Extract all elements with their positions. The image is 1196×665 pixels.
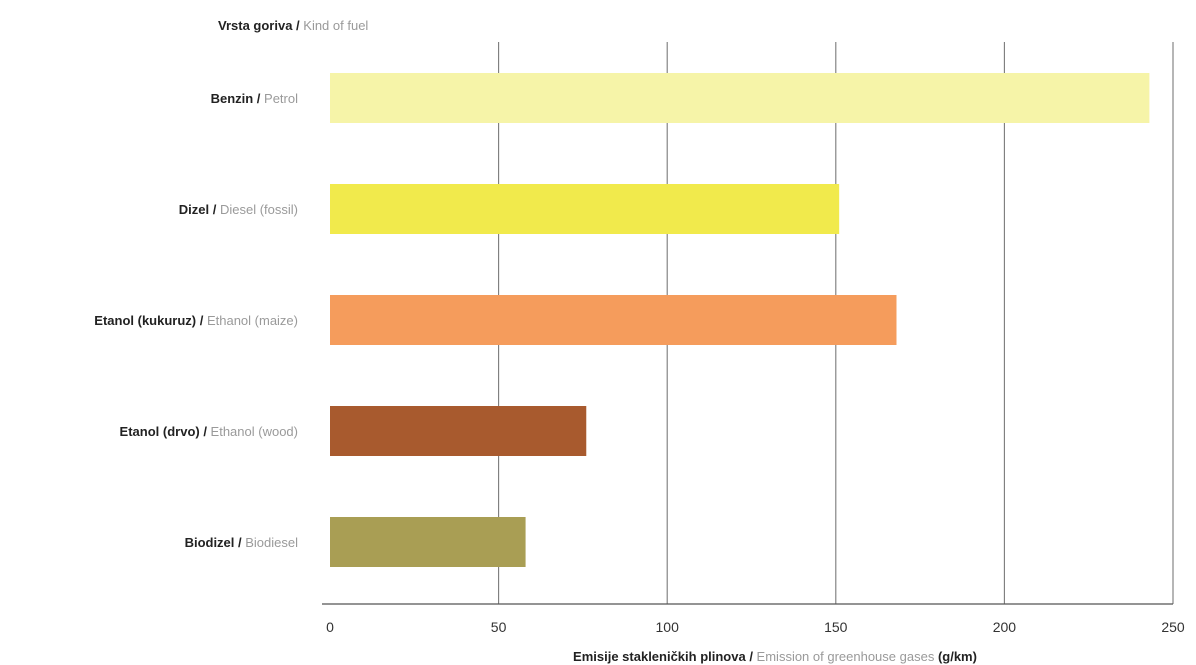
category-label-secondary: Diesel (fossil)	[216, 202, 298, 217]
x-axis-title-primary: Emisije stakleničkih plinova /	[573, 649, 753, 664]
x-tick-labels: 0 50 100 150 200 250	[326, 619, 1185, 635]
category-label: Biodizel / Biodiesel	[185, 535, 299, 550]
category-label-primary: Etanol (kukuruz) /	[94, 313, 203, 328]
bar	[330, 73, 1150, 123]
category-label-primary: Biodizel /	[185, 535, 242, 550]
x-axis-title: Emisije stakleničkih plinova / Emission …	[573, 649, 977, 664]
category-labels: Benzin / Petrol Dizel / Diesel (fossil) Et…	[94, 91, 298, 550]
x-tick-label: 250	[1161, 619, 1185, 635]
bars	[330, 73, 1150, 567]
x-tick-label: 200	[993, 619, 1017, 635]
category-label: Etanol (drvo) / Ethanol (wood)	[120, 424, 298, 439]
category-label: Dizel / Diesel (fossil)	[179, 202, 298, 217]
bar	[330, 406, 587, 456]
x-tick-label: 100	[656, 619, 680, 635]
x-tick-label: 150	[824, 619, 848, 635]
y-axis-title-secondary: Kind of fuel	[300, 18, 369, 33]
y-axis-title: Vrsta goriva / Kind of fuel	[218, 18, 368, 33]
bar	[330, 295, 897, 345]
bar	[330, 517, 526, 567]
category-label-primary: Etanol (drvo) /	[120, 424, 208, 439]
category-label-primary: Benzin /	[211, 91, 261, 106]
category-label-primary: Dizel /	[179, 202, 217, 217]
category-label-secondary: Ethanol (wood)	[207, 424, 298, 439]
y-axis-title-primary: Vrsta goriva /	[218, 18, 300, 33]
category-label: Etanol (kukuruz) / Ethanol (maize)	[94, 313, 298, 328]
category-label-secondary: Petrol	[260, 91, 298, 106]
x-tick-label: 50	[491, 619, 507, 635]
x-axis-title-unit: (g/km)	[934, 649, 977, 664]
category-label: Benzin / Petrol	[211, 91, 299, 106]
bar	[330, 184, 840, 234]
x-axis-title-secondary: Emission of greenhouse gases	[753, 649, 935, 664]
category-label-secondary: Ethanol (maize)	[203, 313, 298, 328]
x-tick-label: 0	[326, 619, 334, 635]
category-label-secondary: Biodiesel	[242, 535, 298, 550]
